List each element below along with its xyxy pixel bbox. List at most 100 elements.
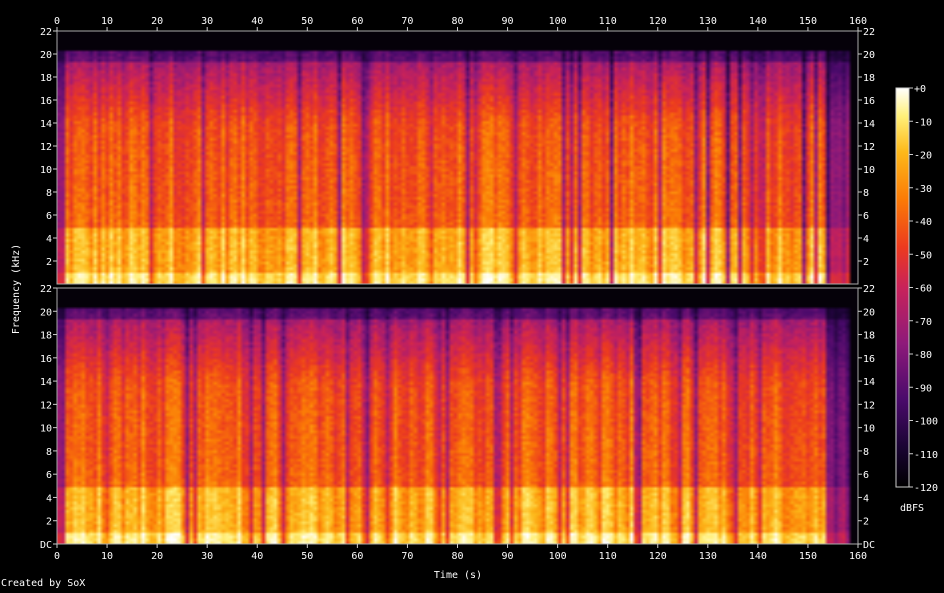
y-tick-label-right-1-5: 12 [863, 142, 875, 153]
colorbar-tick-label-8: -80 [914, 350, 932, 361]
y-tick-label-right-2-4: 14 [863, 377, 875, 388]
x-tick-label-bottom-11: 110 [599, 551, 617, 562]
y-tick-label-right-1-3: 16 [863, 96, 875, 107]
colorbar-tick-label-7: -70 [914, 317, 932, 328]
y-tick-label-left-1-10: 2 [46, 257, 52, 268]
y-tick-label-left-1-3: 16 [40, 96, 52, 107]
y-tick-label-left-2-2: 18 [40, 331, 52, 342]
y-tick-label-right-1-2: 18 [863, 73, 875, 84]
y-tick-label-right-1-4: 14 [863, 119, 875, 130]
colorbar-tick-label-10: -100 [914, 417, 938, 428]
y-tick-label-right-1-10: 2 [863, 257, 869, 268]
spectrogram-channel-1 [57, 31, 858, 284]
x-tick-label-bottom-3: 30 [201, 551, 213, 562]
x-tick-label-bottom-14: 140 [749, 551, 767, 562]
y-tick-label-left-2-3: 16 [40, 354, 52, 365]
colorbar-tick-label-3: -30 [914, 184, 932, 195]
y-tick-label-left-2-4: 14 [40, 377, 52, 388]
x-tick-label-bottom-0: 0 [54, 551, 60, 562]
x-tick-label-bottom-8: 80 [451, 551, 463, 562]
x-tick-label-top-3: 30 [201, 16, 213, 27]
x-tick-label-bottom-15: 150 [799, 551, 817, 562]
x-tick-label-top-4: 40 [251, 16, 263, 27]
x-tick-label-bottom-9: 90 [502, 551, 514, 562]
x-tick-label-bottom-2: 20 [151, 551, 163, 562]
x-tick-label-top-7: 70 [401, 16, 413, 27]
x-tick-label-top-2: 20 [151, 16, 163, 27]
y-tick-label-right-2-2: 18 [863, 331, 875, 342]
colorbar-label: dBFS [900, 503, 924, 514]
y-tick-label-right-2-0: 22 [863, 284, 875, 295]
spectrogram-channel-2 [57, 288, 858, 544]
y-tick-label-left-1-8: 6 [46, 211, 52, 222]
x-tick-label-bottom-1: 10 [101, 551, 113, 562]
y-tick-label-right-2-8: 6 [863, 470, 869, 481]
x-tick-label-top-0: 0 [54, 16, 60, 27]
y-tick-label-left-1-2: 18 [40, 73, 52, 84]
x-tick-label-top-11: 110 [599, 16, 617, 27]
y-tick-label-right-1-0: 22 [863, 27, 875, 38]
x-tick-label-top-9: 90 [502, 16, 514, 27]
y-axis-label: Frequency (kHz) [11, 244, 22, 334]
y-tick-label-right-2-6: 10 [863, 424, 875, 435]
y-tick-label-left-2-6: 10 [40, 424, 52, 435]
x-tick-label-top-14: 140 [749, 16, 767, 27]
y-tick-label-right-2-10: 2 [863, 517, 869, 528]
colorbar-tick-label-1: -10 [914, 117, 932, 128]
y-tick-label-right-2-5: 12 [863, 400, 875, 411]
colorbar-tick-label-5: -50 [914, 250, 932, 261]
y-tick-label-right-2-1: 20 [863, 307, 875, 318]
x-tick-label-bottom-5: 50 [301, 551, 313, 562]
y-tick-label-left-1-9: 4 [46, 234, 52, 245]
x-tick-label-bottom-12: 120 [649, 551, 667, 562]
x-tick-label-top-13: 130 [699, 16, 717, 27]
y-tick-label-right-1-9: 4 [863, 234, 869, 245]
y-tick-label-right-2-3: 16 [863, 354, 875, 365]
y-tick-label-right-1-1: 20 [863, 50, 875, 61]
x-tick-label-bottom-4: 40 [251, 551, 263, 562]
y-tick-label-right-2-9: 4 [863, 493, 869, 504]
y-tick-label-right-1-6: 10 [863, 165, 875, 176]
y-tick-label-right-2-7: 8 [863, 447, 869, 458]
y-tick-label-left-2-11: DC [40, 540, 52, 551]
x-tick-label-top-16: 160 [849, 16, 867, 27]
y-tick-label-left-1-5: 12 [40, 142, 52, 153]
y-tick-label-right-2-11: DC [863, 540, 875, 551]
x-tick-label-top-10: 100 [549, 16, 567, 27]
colorbar-tick-label-12: -120 [914, 483, 938, 494]
x-tick-label-top-15: 150 [799, 16, 817, 27]
x-tick-label-bottom-7: 70 [401, 551, 413, 562]
x-tick-label-bottom-10: 100 [549, 551, 567, 562]
y-tick-label-left-2-5: 12 [40, 400, 52, 411]
x-tick-label-top-5: 50 [301, 16, 313, 27]
x-tick-label-bottom-13: 130 [699, 551, 717, 562]
colorbar-tick-label-4: -40 [914, 217, 932, 228]
y-tick-label-left-1-4: 14 [40, 119, 52, 130]
colorbar-tick-label-0: +0 [914, 84, 926, 95]
y-tick-label-left-2-0: 22 [40, 284, 52, 295]
y-tick-label-left-2-1: 20 [40, 307, 52, 318]
colorbar [895, 87, 910, 488]
sox-credit: Created by SoX [1, 578, 86, 589]
x-axis-label: Time (s) [434, 570, 482, 581]
x-tick-label-top-1: 10 [101, 16, 113, 27]
x-tick-label-top-6: 60 [351, 16, 363, 27]
colorbar-tick-label-11: -110 [914, 450, 938, 461]
colorbar-tick-label-9: -90 [914, 383, 932, 394]
y-tick-label-left-2-10: 2 [46, 517, 52, 528]
x-tick-label-top-12: 120 [649, 16, 667, 27]
y-tick-label-left-1-7: 8 [46, 188, 52, 199]
colorbar-tick-label-6: -60 [914, 284, 932, 295]
x-tick-label-bottom-6: 60 [351, 551, 363, 562]
y-tick-label-left-1-6: 10 [40, 165, 52, 176]
y-tick-label-left-2-8: 6 [46, 470, 52, 481]
y-tick-label-left-1-1: 20 [40, 50, 52, 61]
x-tick-label-top-8: 80 [451, 16, 463, 27]
x-tick-label-bottom-16: 160 [849, 551, 867, 562]
y-tick-label-left-1-0: 22 [40, 27, 52, 38]
y-tick-label-right-1-7: 8 [863, 188, 869, 199]
y-tick-label-right-1-8: 6 [863, 211, 869, 222]
y-tick-label-left-2-9: 4 [46, 493, 52, 504]
y-tick-label-left-2-7: 8 [46, 447, 52, 458]
